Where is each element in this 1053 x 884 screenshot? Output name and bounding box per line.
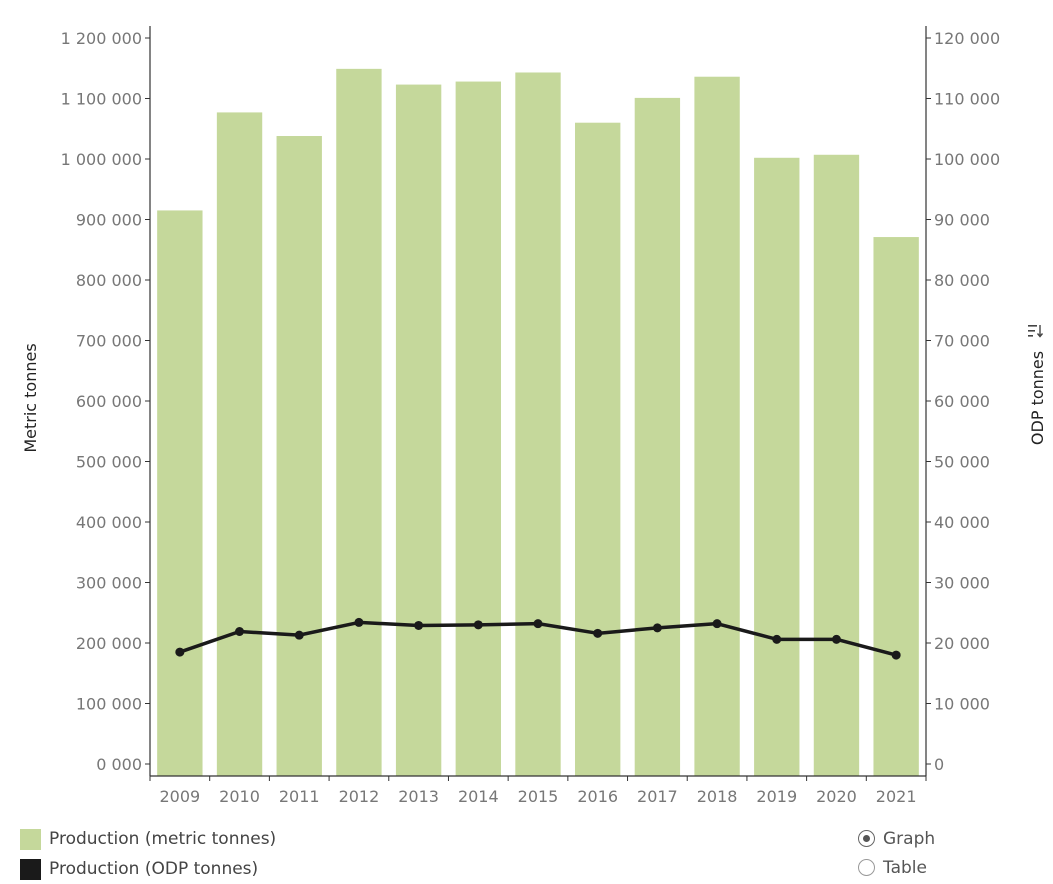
y2-tick-label: 10 000	[934, 695, 990, 714]
y-tick-label: 1 000 000	[61, 150, 142, 169]
y2-tick-label: 100 000	[934, 150, 1000, 169]
legend-item-metric: Production (metric tonnes)	[20, 824, 276, 854]
y2-axis-title: ODP tonnes	[1028, 351, 1047, 445]
legend-label: Production (ODP tonnes)	[49, 859, 259, 879]
x-tick-label: 2018	[697, 787, 738, 806]
x-tick-label: 2012	[339, 787, 380, 806]
bar-series	[157, 68, 919, 777]
bar-2014	[455, 81, 501, 776]
legend-label: Production (metric tonnes)	[49, 829, 277, 849]
radio-checked-icon[interactable]	[858, 830, 875, 847]
y2-tick-label: 60 000	[934, 392, 990, 411]
legend: Production (metric tonnes) Production (O…	[20, 824, 276, 884]
y-tick-label: 800 000	[76, 271, 142, 290]
table-option-label[interactable]: Table	[883, 857, 927, 878]
y-tick-label: 100 000	[76, 695, 142, 714]
odp-point-2021	[891, 650, 901, 660]
graph-radio-option[interactable]: Graph	[858, 824, 935, 853]
x-tick-label: 2011	[279, 787, 320, 806]
axes: 0 000 100 000 200 000 300 000 400 000 500 000…	[61, 26, 1000, 806]
odp-point-2017	[652, 623, 662, 633]
odp-point-2009	[175, 647, 185, 657]
bar-2021	[873, 237, 919, 777]
odp-point-2010	[235, 627, 245, 637]
x-tick-label: 2020	[816, 787, 857, 806]
x-tick-label: 2017	[637, 787, 678, 806]
y-tick-label: 200 000	[76, 634, 142, 653]
y2-tick-label: 0	[934, 755, 944, 774]
y-tick-label: 1 100 000	[61, 90, 142, 109]
y2-tick-label: 90 000	[934, 211, 990, 230]
bar-2013	[395, 84, 442, 776]
x-tick-label: 2019	[756, 787, 797, 806]
legend-item-odp: Production (ODP tonnes)	[20, 854, 276, 884]
x-tick-label: 2010	[219, 787, 260, 806]
radio-unchecked-icon[interactable]	[858, 859, 875, 876]
chart: 0 000 100 000 200 000 300 000 400 000 500 000…	[21, 26, 1047, 806]
table-radio-option[interactable]: Table	[858, 853, 935, 882]
y2-tick-label: 70 000	[934, 332, 990, 351]
legend-swatch-bar	[20, 828, 41, 850]
x-tick-label: 2014	[458, 787, 499, 806]
graph-option-label[interactable]: Graph	[883, 828, 936, 849]
y2-tick-label: 30 000	[934, 574, 990, 593]
y2-tick-label: 20 000	[934, 634, 990, 653]
odp-point-2015	[533, 619, 543, 629]
odp-point-2013	[414, 620, 424, 630]
legend-swatch-line	[20, 858, 41, 880]
odp-point-2014	[473, 620, 483, 630]
odp-point-2018	[712, 619, 722, 629]
x-tick-label: 2015	[518, 787, 559, 806]
y-tick-label: 600 000	[76, 392, 142, 411]
odp-point-2011	[294, 630, 304, 640]
bar-2015	[515, 72, 561, 777]
sort-icon[interactable]	[1027, 323, 1045, 339]
odp-point-2012	[354, 617, 364, 627]
bar-2010	[216, 112, 263, 777]
y2-tick-label: 40 000	[934, 513, 990, 532]
bar-2012	[336, 68, 382, 777]
odp-point-2019	[772, 634, 782, 644]
bar-2018	[694, 76, 740, 777]
y-tick-label: 700 000	[76, 332, 142, 351]
y2-tick-label: 120 000	[934, 29, 1000, 48]
y-tick-label: 900 000	[76, 211, 142, 230]
x-tick-label: 2013	[398, 787, 439, 806]
bar-2017	[634, 97, 681, 776]
bar-2011	[276, 136, 322, 776]
x-tick-label: 2021	[876, 787, 917, 806]
y-tick-label: 400 000	[76, 513, 142, 532]
bar-2009	[157, 210, 203, 777]
x-tick-label: 2016	[577, 787, 618, 806]
bar-2016	[575, 122, 621, 776]
y-tick-label: 300 000	[76, 574, 142, 593]
y2-tick-label: 50 000	[934, 453, 990, 472]
y-tick-label: 1 200 000	[61, 29, 142, 48]
y-tick-label: 500 000	[76, 453, 142, 472]
y2-tick-label: 80 000	[934, 271, 990, 290]
x-tick-label: 2009	[159, 787, 200, 806]
line-series	[175, 617, 901, 660]
bar-2020	[813, 154, 860, 776]
view-toggle: Graph Table	[858, 824, 935, 882]
y-tick-label: 0 000	[96, 755, 142, 774]
y-axis-title: Metric tonnes	[21, 343, 40, 452]
odp-point-2020	[831, 634, 841, 644]
y2-tick-label: 110 000	[934, 90, 1000, 109]
bar-2019	[754, 157, 800, 777]
odp-point-2016	[593, 628, 603, 638]
